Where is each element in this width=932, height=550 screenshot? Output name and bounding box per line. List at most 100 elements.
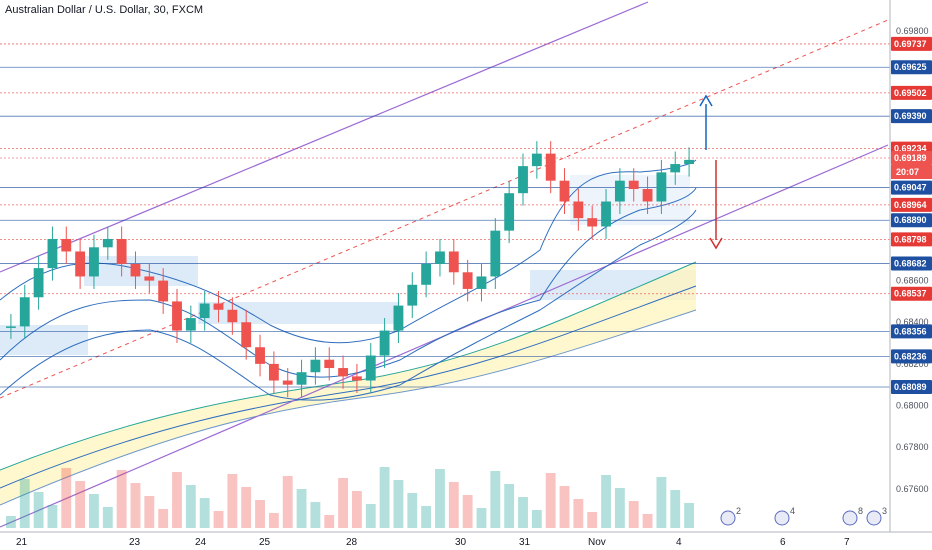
countdown-tag (891, 165, 932, 180)
volume-bar (379, 467, 390, 528)
price-tag-label: 0.68089 (894, 382, 927, 392)
volume-bar (47, 505, 58, 528)
volume-bar (33, 492, 44, 528)
candle-body (158, 280, 169, 302)
candle-body (213, 303, 224, 310)
price-tag (891, 197, 932, 212)
candle-body (587, 218, 598, 227)
price-tag (891, 109, 932, 124)
price-tick-label: 0.69800 (896, 26, 929, 36)
volume-bar (296, 489, 307, 528)
volume-bar (199, 498, 210, 528)
price-tag (891, 379, 932, 394)
volume-bar (6, 516, 16, 528)
arrow-down-head-icon (709, 237, 723, 250)
time-tick-label: 4 (676, 537, 682, 548)
volume-bar (282, 476, 293, 528)
price-tag-label: 0.68798 (894, 234, 927, 244)
volume-bar (476, 508, 487, 528)
zone-box (198, 302, 398, 324)
candle-body (476, 276, 487, 289)
time-tick-label: 21 (16, 537, 28, 548)
candle-body (642, 189, 653, 202)
price-tag (891, 286, 932, 301)
candle-body (199, 303, 210, 319)
price-tag (891, 232, 932, 247)
price-tick-label: 0.68400 (896, 317, 929, 327)
bb-line (0, 187, 697, 378)
price-tag-label: 0.69189 (894, 153, 927, 163)
chart-title: Australian Dollar / U.S. Dollar, 30, FXC… (5, 4, 204, 16)
time-tick-label: 6 (780, 537, 786, 548)
price-tag (891, 85, 932, 100)
countdown-label: 20:07 (896, 167, 919, 177)
candle-body (490, 230, 501, 277)
price-tag (891, 213, 932, 228)
candle-body (559, 180, 570, 202)
price-tick-label: 0.68600 (896, 276, 929, 286)
candle-body (670, 164, 681, 173)
volume-bar (614, 488, 625, 528)
volume-bar (656, 477, 667, 528)
volume-bar (241, 487, 252, 528)
time-tick-label: 23 (129, 537, 141, 548)
candle-body (448, 251, 459, 273)
volume-bar (587, 512, 598, 528)
time-axis[interactable]: 21 23 24 25 28 30 31 Nov 4 6 7 (0, 531, 932, 548)
candle-body (379, 330, 390, 356)
volume-bar (19, 479, 30, 528)
time-tick-label: Nov (588, 537, 606, 548)
volume-bar (268, 513, 279, 528)
candle-body (102, 238, 113, 248)
volume-bar (130, 483, 141, 528)
price-tag-label: 0.68356 (894, 326, 927, 336)
volume-bar (227, 474, 238, 528)
volume-bar (75, 481, 86, 528)
projection-arrows (699, 94, 723, 250)
volume-bar (365, 504, 376, 528)
candle-body (338, 368, 348, 377)
price-tags: 0.69737 0.69625 0.69502 0.69390 0.692340.691… (891, 36, 932, 394)
candle-body (172, 301, 182, 331)
candle-body (324, 359, 335, 369)
volume-bar (61, 468, 72, 528)
candle-body (435, 251, 445, 264)
price-tag-label: 0.69390 (894, 111, 927, 121)
volume-bar (102, 507, 113, 528)
event-flag-icon (866, 510, 882, 526)
price-tag-label: 0.69234 (894, 144, 927, 154)
price-tag (891, 349, 932, 364)
candle-body (628, 180, 639, 190)
candle-body (255, 347, 265, 364)
candle-body (19, 297, 30, 327)
volume-bar (518, 497, 528, 528)
arrow-up-head-icon (699, 94, 713, 107)
volume-bar (310, 502, 321, 528)
candle-body (296, 372, 307, 385)
volume-bar (407, 493, 418, 528)
volume-bar (421, 506, 432, 528)
price-tick-label: 0.68200 (896, 359, 929, 369)
candle-body (518, 166, 528, 194)
volume-bar (213, 511, 224, 528)
band-line (0, 285, 697, 489)
event-count: 4 (790, 506, 795, 516)
price-tag (891, 180, 932, 195)
event-count: 8 (858, 506, 863, 516)
candle-body (684, 159, 694, 165)
volume-bar (628, 501, 639, 528)
candle-body (656, 172, 667, 202)
candle-body (268, 363, 279, 381)
candle-body (241, 322, 252, 348)
candle-body (352, 376, 362, 381)
volume-bar (684, 503, 694, 528)
volume-bar (573, 499, 584, 528)
time-tick-label: 25 (259, 537, 271, 548)
price-tag-label: 0.68537 (894, 289, 927, 299)
event-markers[interactable]: 2 4 8 3 (720, 506, 887, 526)
event-count: 3 (882, 506, 887, 516)
candle-body (282, 380, 293, 385)
volume-bar (490, 471, 501, 528)
time-tick-label: 24 (195, 537, 207, 548)
